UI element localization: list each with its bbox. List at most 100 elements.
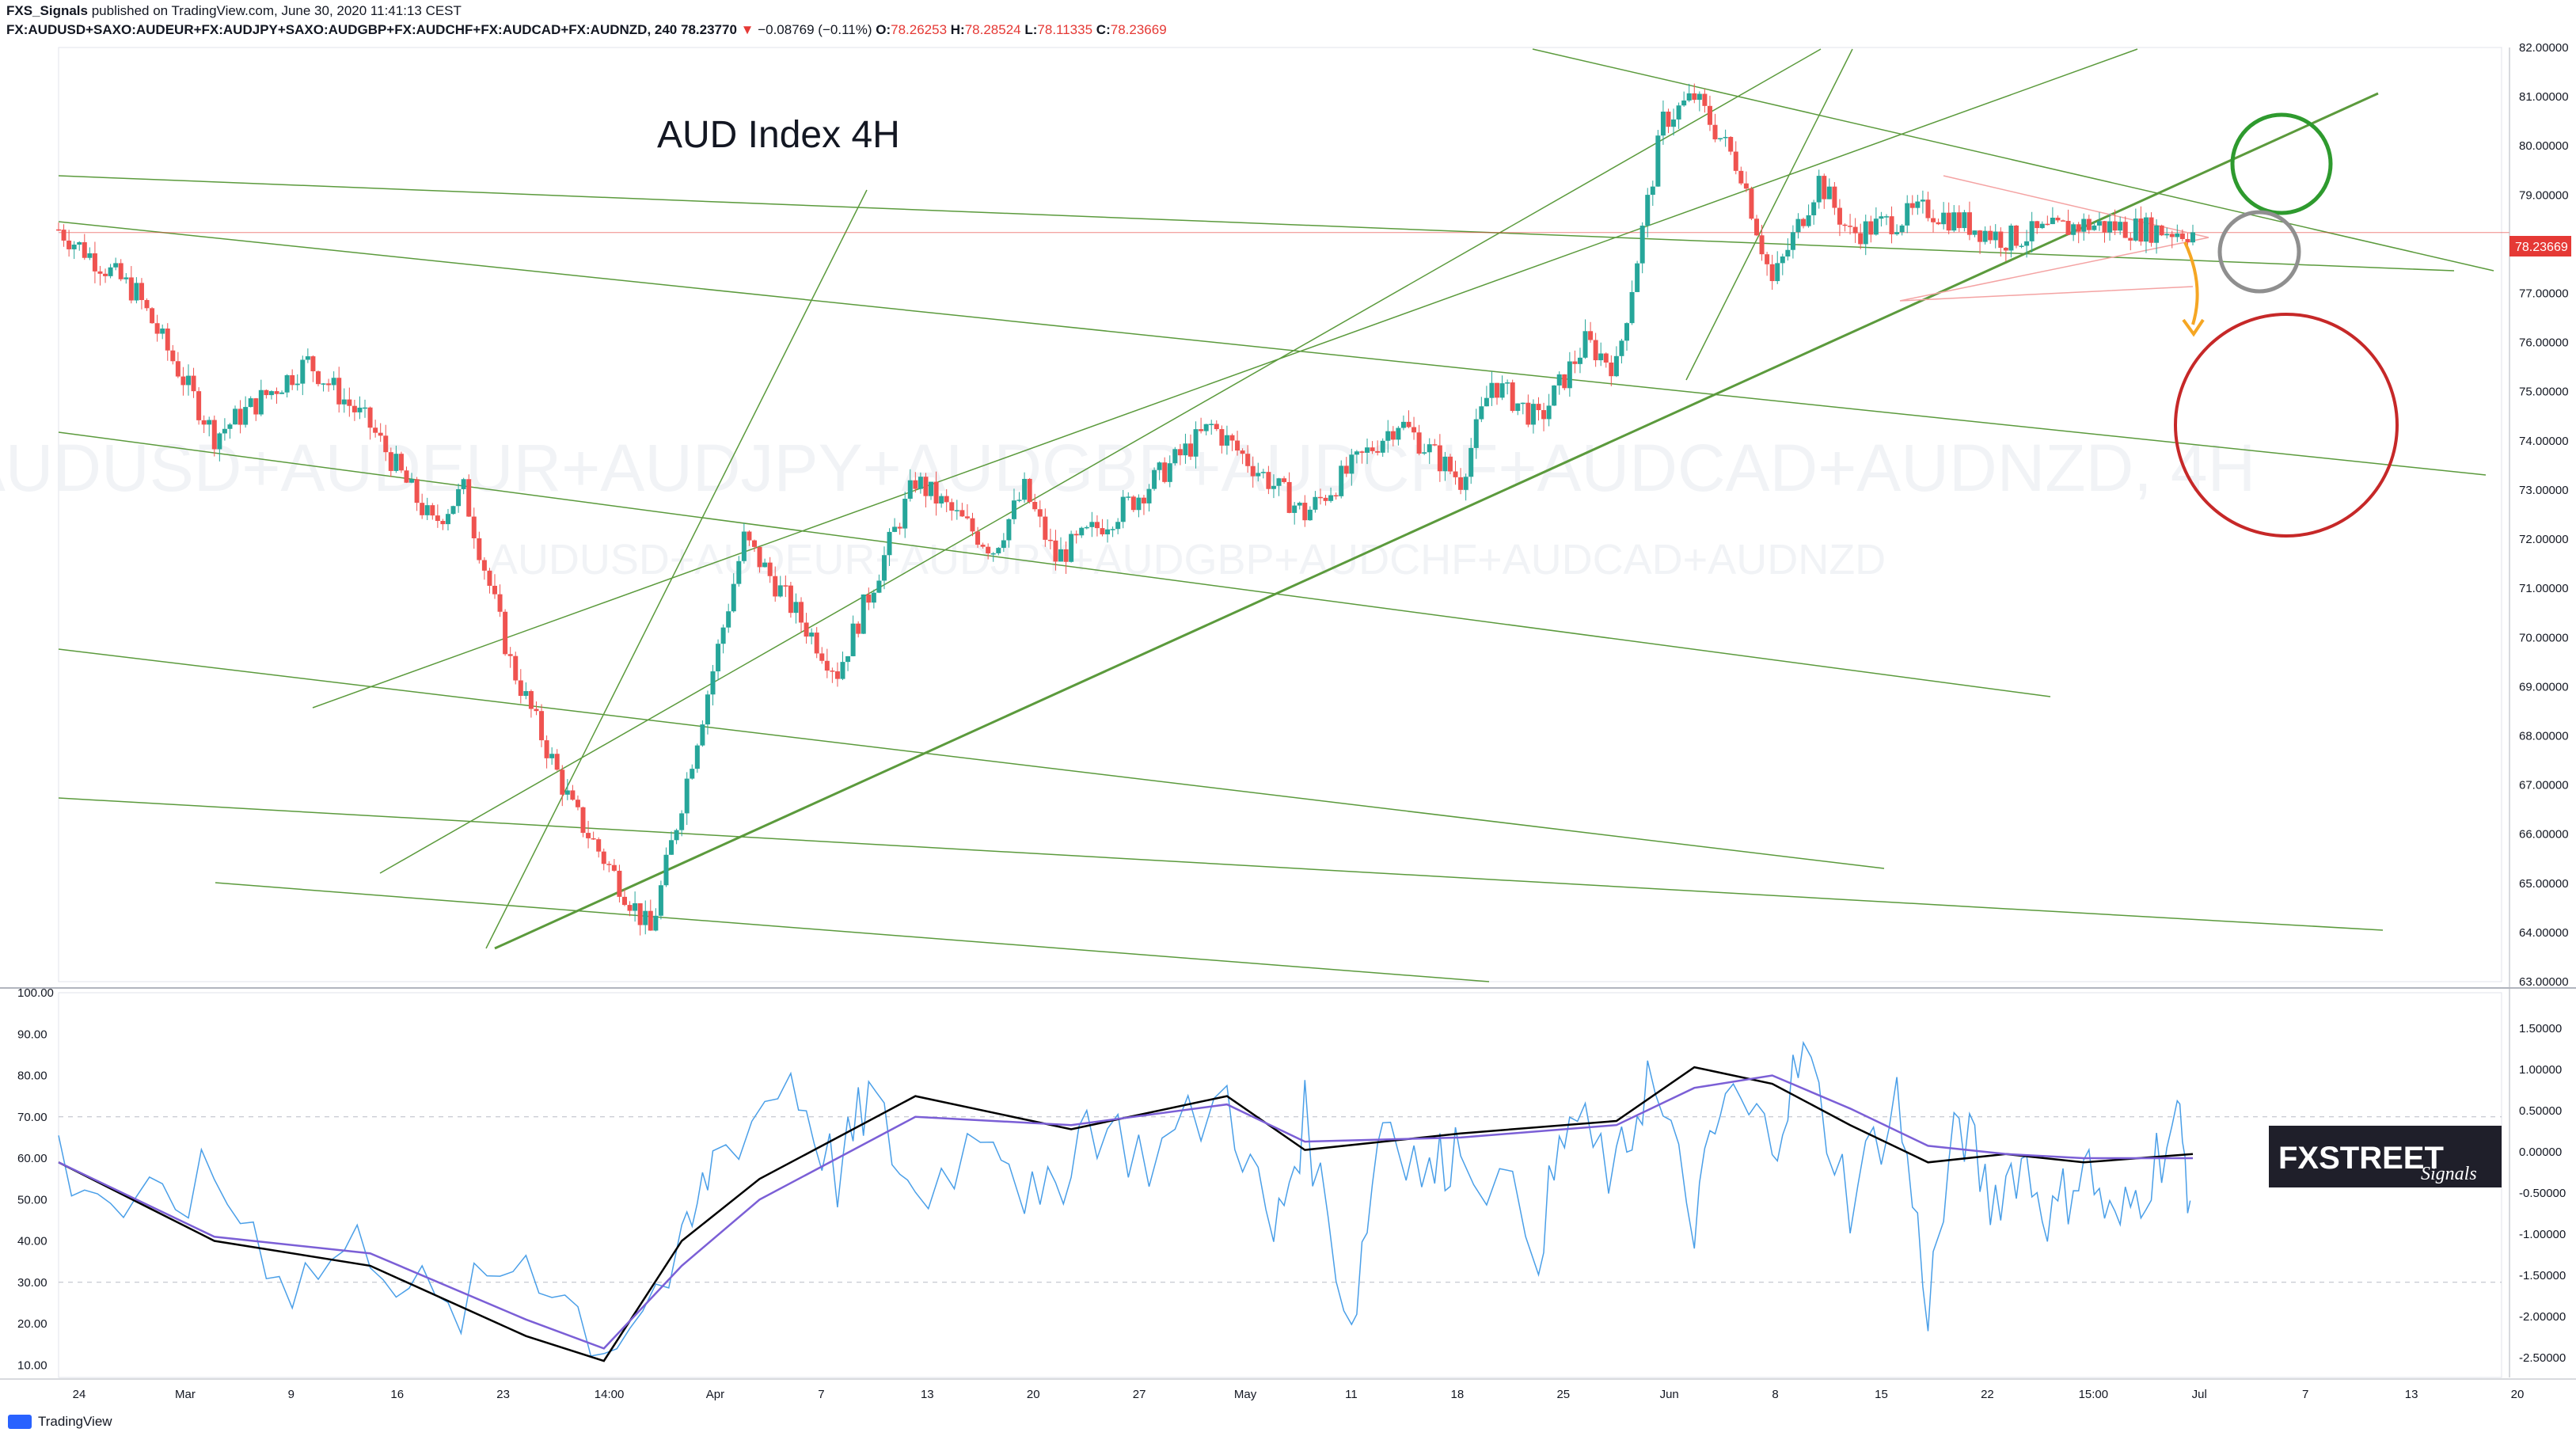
candle-body: [409, 479, 415, 483]
candle-body: [539, 711, 545, 741]
candle-body: [809, 633, 815, 637]
candle-body: [331, 378, 336, 386]
osc-right-tick-label: 0.00000: [2519, 1146, 2562, 1159]
candle-body: [1894, 232, 1900, 234]
candle-body: [481, 560, 487, 571]
candle-body: [1873, 218, 1879, 235]
candle-body: [1136, 497, 1142, 511]
candle-body: [2133, 218, 2138, 241]
candle-body: [1053, 540, 1058, 562]
candle-body: [367, 407, 373, 428]
candle-body: [461, 479, 466, 489]
osc-right-tick-label: -0.50000: [2519, 1187, 2566, 1200]
trend-line: [215, 882, 1490, 982]
candle-body: [1972, 230, 1978, 235]
candle-body: [1951, 212, 1957, 231]
price-tick-label: 67.00000: [2519, 779, 2569, 792]
candle-body: [207, 420, 212, 425]
candle-body: [856, 623, 861, 634]
candle-body: [82, 241, 87, 258]
candle-body: [804, 622, 809, 637]
candle-body: [1863, 221, 1868, 245]
candle-body: [1556, 374, 1562, 386]
candle-body: [617, 870, 622, 897]
osc-tick-label: 70.00: [17, 1111, 47, 1124]
candle-body: [2143, 217, 2149, 242]
candle-body: [913, 480, 918, 489]
candle-body: [477, 538, 482, 560]
candle-body: [830, 671, 835, 672]
price-badge-text: 78.23669: [2515, 241, 2568, 254]
candle-body: [2179, 233, 2185, 239]
candle-body: [637, 903, 643, 925]
candle-body: [2185, 238, 2190, 243]
candle-body: [996, 548, 1001, 553]
candle-body: [1966, 212, 1972, 235]
candle-body: [1084, 526, 1089, 529]
candle-body: [1530, 404, 1536, 425]
candle-body: [1759, 235, 1765, 255]
trend-line: [312, 48, 2138, 709]
time-tick-label: Apr: [706, 1388, 724, 1401]
candle-body: [258, 389, 264, 415]
candle-body: [1094, 522, 1100, 529]
candle-body: [492, 585, 498, 595]
candle-body: [762, 562, 768, 568]
candle-body: [627, 905, 633, 911]
arrow-head-icon: [2182, 318, 2205, 337]
trend-line: [58, 648, 1885, 869]
down-triangle-icon: ▼: [740, 22, 754, 37]
candle-body: [834, 671, 840, 679]
candle-body: [1473, 419, 1479, 448]
candle-body: [2013, 225, 2019, 246]
candle-body: [694, 745, 700, 769]
candle-body: [507, 654, 513, 656]
candle-body: [1728, 136, 1734, 152]
trend-line: [58, 797, 2384, 931]
price-tick-label: 77.00000: [2519, 287, 2569, 301]
candle-body: [2159, 225, 2164, 236]
candle-body: [705, 694, 710, 725]
candle-body: [990, 553, 996, 555]
candle-body: [103, 273, 108, 276]
candle-body: [933, 481, 939, 504]
candle-body: [66, 240, 72, 249]
candle-body: [1043, 516, 1048, 540]
candle-body: [1681, 100, 1687, 106]
candle-body: [1505, 382, 1510, 384]
candle-body: [1130, 496, 1136, 511]
forecast-arrow: [2183, 241, 2199, 325]
candle-body: [128, 277, 134, 301]
candle-body: [1993, 231, 1998, 241]
candle-body: [1743, 183, 1749, 189]
time-tick-label: Jun: [1660, 1388, 1679, 1401]
candle-body: [1842, 224, 1848, 226]
candle-body: [1515, 403, 1521, 412]
time-tick-label: 18: [1451, 1388, 1465, 1401]
candle-body: [185, 375, 191, 386]
candle-body: [279, 392, 285, 394]
candle-body: [1635, 263, 1640, 292]
price-tick-label: 68.00000: [2519, 729, 2569, 743]
candle-body: [1199, 429, 1204, 431]
candle-body: [373, 427, 378, 433]
candle-body: [97, 271, 103, 274]
osc-tick-label: 40.00: [17, 1235, 47, 1248]
candle-body: [2154, 225, 2160, 243]
candle-body: [347, 399, 352, 406]
candle-body: [1266, 472, 1271, 489]
time-tick-label: Jul: [2192, 1388, 2207, 1401]
candle-body: [1598, 353, 1604, 361]
price-tick-label: 69.00000: [2519, 680, 2569, 693]
publisher-name[interactable]: FXS_Signals: [6, 3, 88, 18]
osc-tick-label: 10.00: [17, 1358, 47, 1372]
candle-body: [2092, 225, 2097, 230]
candle-body: [294, 383, 300, 386]
candle-body: [435, 515, 440, 522]
candle-body: [456, 488, 462, 507]
candle-body: [284, 374, 290, 393]
tradingview-footer[interactable]: TradingView: [8, 1414, 112, 1430]
candle-body: [1546, 405, 1552, 420]
publish-info: FXS_Signals published on TradingView.com…: [6, 3, 462, 19]
